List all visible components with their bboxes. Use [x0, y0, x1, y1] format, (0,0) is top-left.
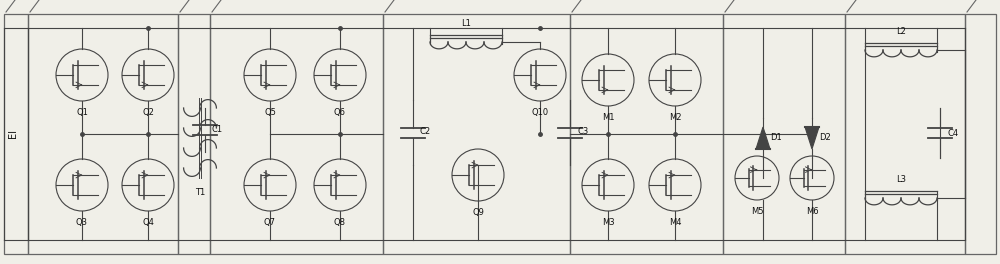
Text: Q6: Q6 [334, 108, 346, 117]
Text: M5: M5 [751, 207, 763, 216]
Text: D1: D1 [770, 134, 782, 143]
Text: M4: M4 [669, 218, 681, 227]
Text: M2: M2 [669, 113, 681, 122]
Text: C3: C3 [577, 128, 588, 136]
Text: Q7: Q7 [264, 218, 276, 227]
Text: Q10: Q10 [531, 108, 549, 117]
Bar [210, 14, 383, 254]
Bar [570, 14, 723, 254]
Text: Q8: Q8 [334, 218, 346, 227]
Text: D2: D2 [819, 134, 831, 143]
Text: M6: M6 [806, 207, 818, 216]
Text: Q5: Q5 [264, 108, 276, 117]
Bar [845, 14, 965, 254]
Text: C4: C4 [947, 129, 958, 138]
Text: C2: C2 [420, 128, 431, 136]
Text: T1: T1 [195, 188, 205, 197]
Bar [965, 14, 996, 254]
Bar [178, 14, 210, 254]
Text: L1: L1 [461, 19, 471, 28]
Polygon shape [805, 127, 819, 149]
Text: M1: M1 [602, 113, 614, 122]
Text: C1: C1 [212, 125, 223, 134]
Text: Q1: Q1 [76, 108, 88, 117]
Bar [383, 14, 570, 254]
Text: Q2: Q2 [142, 108, 154, 117]
Text: EI: EI [8, 130, 18, 139]
Polygon shape [756, 127, 770, 149]
Bar [4, 14, 28, 254]
Text: Q9: Q9 [472, 208, 484, 217]
Text: Q4: Q4 [142, 218, 154, 227]
Text: L3: L3 [896, 175, 906, 184]
Bar [723, 14, 845, 254]
Text: Q3: Q3 [76, 218, 88, 227]
Text: L2: L2 [896, 27, 906, 36]
Bar [28, 14, 178, 254]
Text: M3: M3 [602, 218, 614, 227]
